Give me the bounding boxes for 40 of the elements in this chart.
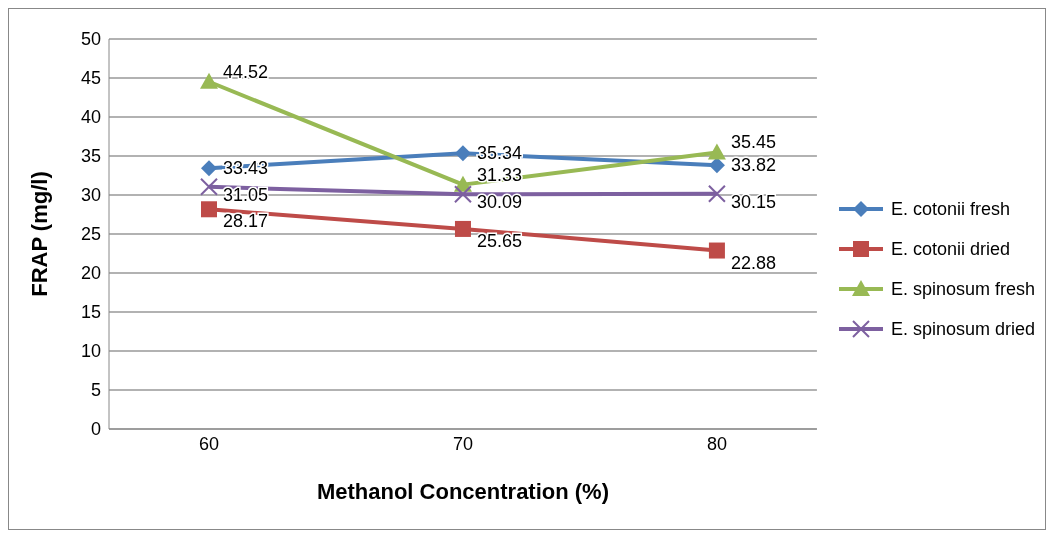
x-tick-label: 60 bbox=[198, 433, 220, 454]
data-label: 28.17 bbox=[223, 211, 269, 232]
point bbox=[707, 143, 726, 160]
data-label: 25.65 bbox=[476, 230, 523, 251]
point bbox=[708, 157, 725, 174]
y-tick-label: 30 bbox=[80, 185, 101, 206]
data-label: 44.52 bbox=[223, 61, 269, 82]
point bbox=[200, 177, 218, 196]
data-label: 22.88 bbox=[730, 252, 776, 273]
legend-label: E. spinosum dried bbox=[890, 318, 1035, 340]
y-tick-label: 40 bbox=[80, 107, 101, 128]
legend-label: E. spinosum fresh bbox=[890, 278, 1035, 300]
data-label: 35.45 bbox=[730, 132, 776, 153]
y-tick-label: 35 bbox=[80, 146, 101, 167]
point bbox=[201, 201, 217, 218]
y-tick-label: 20 bbox=[80, 263, 101, 284]
data-label: 31.05 bbox=[223, 184, 269, 205]
y-axis-title: FRAP (mg/l) bbox=[26, 171, 52, 297]
data-label: 33.82 bbox=[730, 155, 776, 176]
y-tick-label: 25 bbox=[80, 224, 101, 245]
legend-label: E. cotonii dried bbox=[890, 238, 1010, 260]
x-tick-label: 70 bbox=[452, 433, 473, 454]
point bbox=[454, 220, 471, 237]
y-tick-label: 5 bbox=[90, 380, 101, 401]
x-axis-title: Methanol Concentration (%) bbox=[316, 479, 610, 504]
y-tick-label: 10 bbox=[80, 341, 101, 362]
point bbox=[200, 72, 218, 89]
point bbox=[201, 160, 217, 177]
point bbox=[454, 145, 471, 162]
y-tick-label: 15 bbox=[80, 302, 101, 323]
point bbox=[708, 242, 725, 259]
y-tick-label: 45 bbox=[80, 68, 101, 89]
point bbox=[453, 185, 472, 204]
y-tick-label: 0 bbox=[90, 419, 101, 440]
x-tick-label: 80 bbox=[706, 433, 727, 454]
y-tick-label: 50 bbox=[80, 29, 101, 50]
data-label: 30.09 bbox=[476, 192, 523, 213]
legend-label: E. cotonii fresh bbox=[890, 198, 1010, 220]
data-label: 30.15 bbox=[730, 191, 776, 212]
point bbox=[707, 184, 726, 203]
